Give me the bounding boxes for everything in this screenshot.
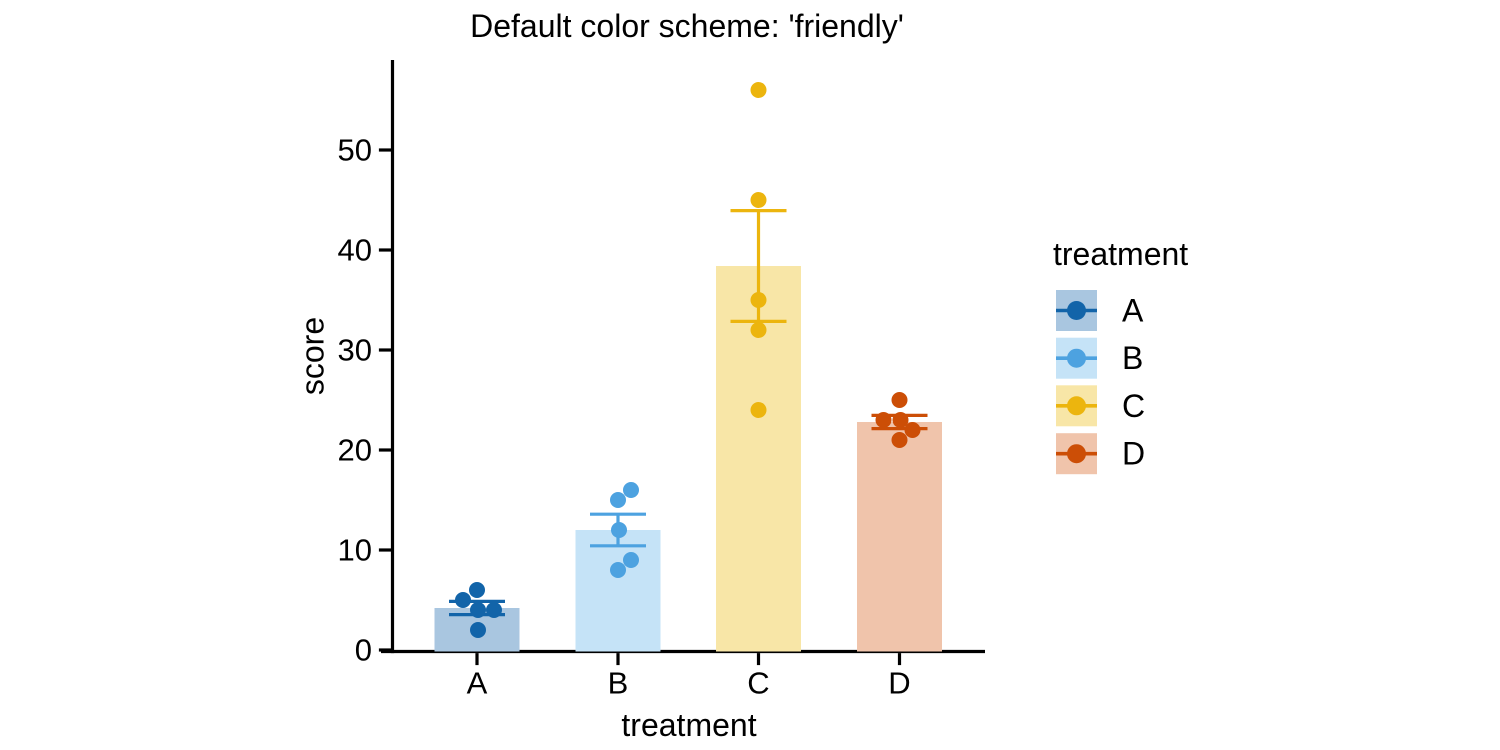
x-tick-label: B bbox=[608, 666, 629, 701]
legend-key-dot bbox=[1067, 301, 1086, 320]
data-point bbox=[469, 582, 485, 598]
legend-label: D bbox=[1122, 436, 1145, 472]
y-tick-label: 20 bbox=[338, 433, 372, 468]
legend-label: A bbox=[1122, 293, 1144, 329]
y-tick-label: 30 bbox=[338, 333, 372, 368]
y-tick-label: 40 bbox=[338, 233, 372, 268]
y-tick-label: 10 bbox=[338, 533, 372, 568]
x-tick-label: A bbox=[467, 666, 488, 701]
legend-label: B bbox=[1122, 340, 1143, 376]
data-point bbox=[750, 192, 767, 208]
points-C bbox=[750, 82, 767, 418]
legend-entry-B: B bbox=[1056, 337, 1143, 379]
x-axis-title: treatment bbox=[621, 707, 757, 743]
legend-entry-C: C bbox=[1056, 385, 1145, 427]
y-axis-title: score bbox=[294, 316, 331, 396]
legend-key-dot bbox=[1067, 444, 1086, 464]
legend-key-dot bbox=[1067, 396, 1086, 416]
legend-label: C bbox=[1122, 388, 1145, 424]
data-point bbox=[610, 492, 626, 508]
data-point bbox=[470, 622, 486, 638]
data-point bbox=[623, 552, 639, 568]
data-point bbox=[623, 482, 639, 498]
x-tick-label: D bbox=[888, 666, 910, 701]
y-tick-label: 50 bbox=[338, 133, 372, 168]
errorbar-D bbox=[871, 413, 928, 431]
x-tick-label: C bbox=[747, 666, 769, 701]
errorbar-A bbox=[449, 599, 505, 617]
y-tick-label: 0 bbox=[355, 633, 372, 668]
errorbar-C bbox=[730, 209, 787, 323]
legend-title: treatment bbox=[1053, 236, 1189, 272]
data-point bbox=[750, 402, 767, 418]
bar-D bbox=[857, 422, 942, 652]
data-point bbox=[891, 432, 908, 448]
data-point bbox=[891, 392, 908, 408]
bar-B bbox=[575, 530, 661, 652]
legend-entry-A: A bbox=[1056, 290, 1144, 331]
data-point bbox=[750, 82, 767, 98]
chart-title: Default color scheme: 'friendly' bbox=[470, 8, 904, 44]
errorbar-B bbox=[590, 512, 646, 548]
data-point bbox=[610, 562, 626, 578]
data-point bbox=[750, 322, 767, 338]
points-B bbox=[610, 482, 639, 578]
legend-key-dot bbox=[1067, 348, 1086, 368]
legend-entry-D: D bbox=[1056, 433, 1145, 475]
